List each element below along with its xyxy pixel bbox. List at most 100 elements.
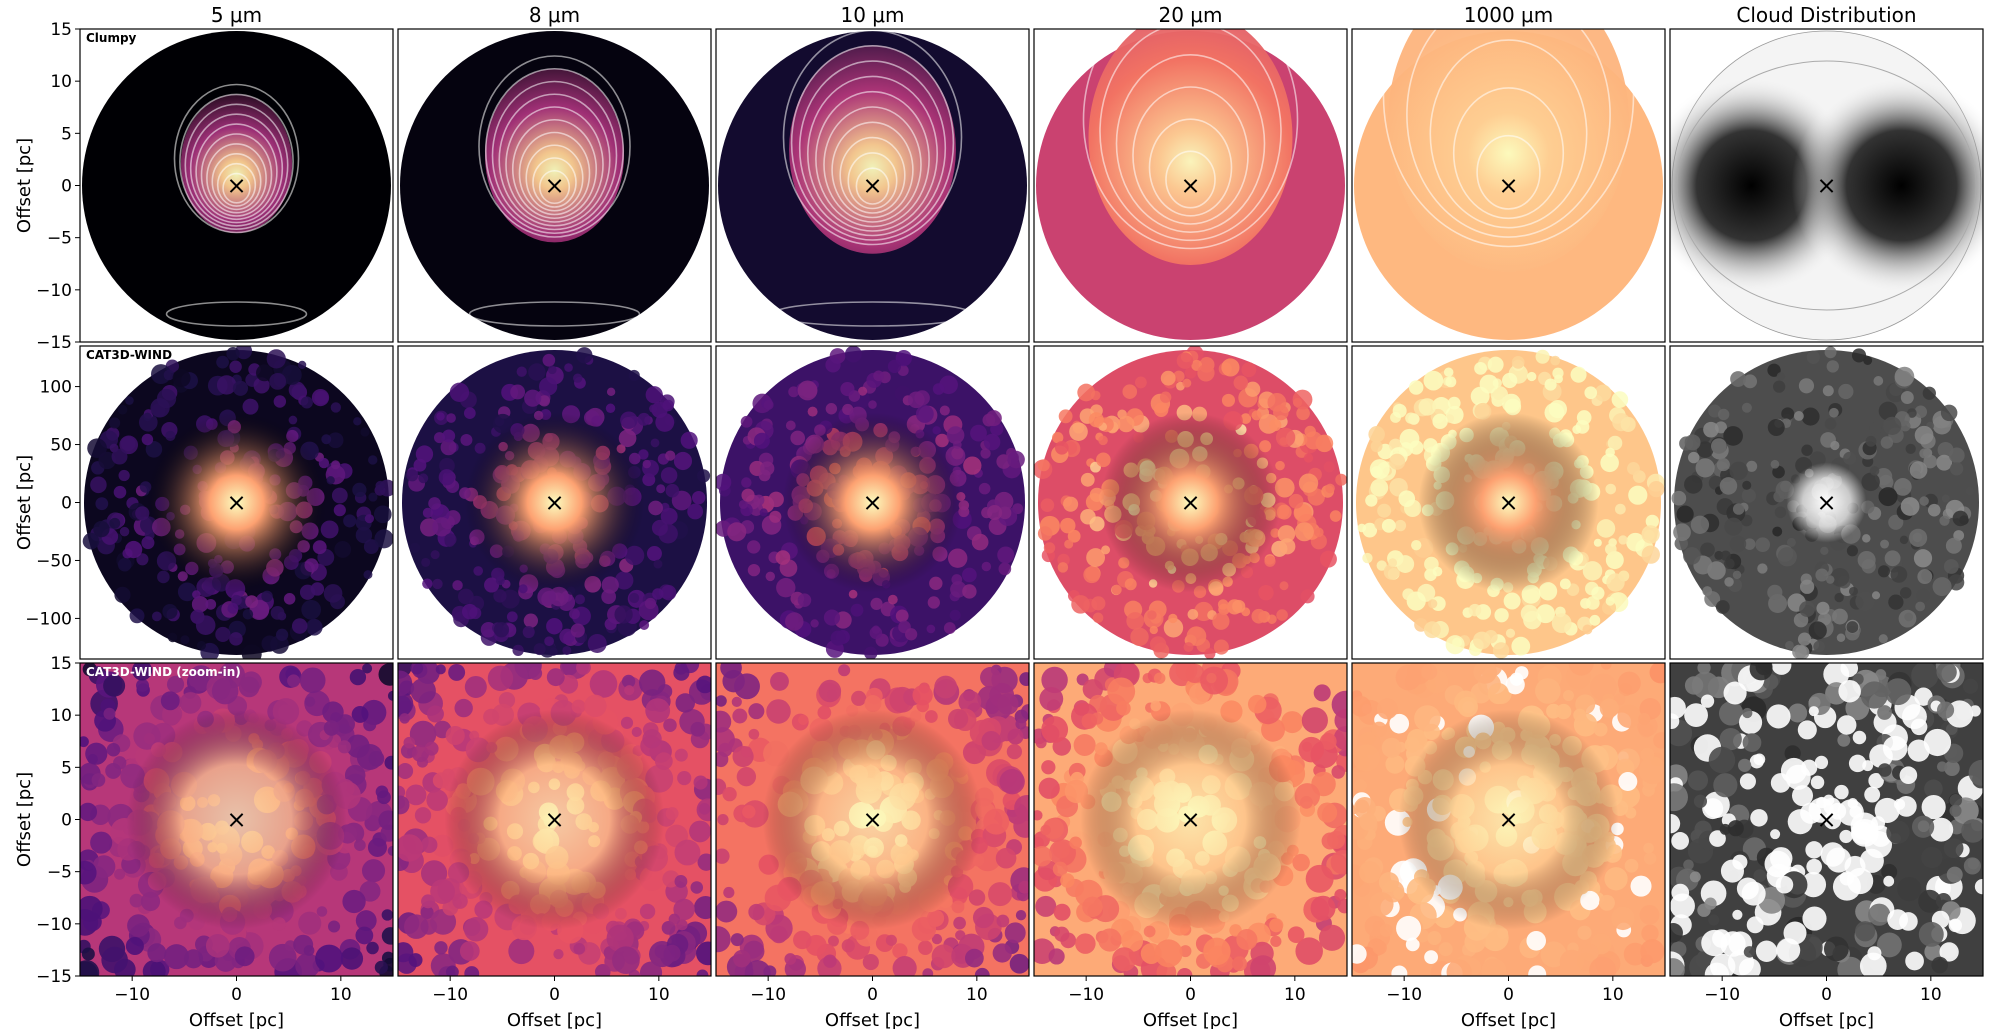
panel-clumpy-0-contour [189,113,284,224]
xtick-label: −10 [750,985,786,1005]
panel-clumpy-5: × [1669,28,1984,343]
panel-clumpy-3-contour [1132,86,1249,225]
xlabel: Offset [pc] [1461,1010,1556,1029]
panel-clumpy-1-contour [484,67,625,235]
xtick-label: −10 [1068,985,1104,1005]
panel-clumpy-0-contour [211,153,262,211]
column-title-5: Cloud Distribution [1736,3,1916,27]
panel-clumpy-0-contour [200,133,273,217]
panel-zoom-2: × [715,662,1030,977]
panel-clumpy-0-contour [179,93,294,231]
panel-clumpy-1-contour [538,169,571,205]
panel-zoom-4: × [1351,662,1666,977]
ytick-label: 10 [50,72,72,92]
panel-clumpy-2-contour [815,90,930,228]
ytick-label: −100 [25,609,72,629]
panel-clumpy-1: × [397,28,712,343]
panel-clumpy-3: × [1033,28,1348,343]
xtick-label: 10 [1920,985,1942,1005]
ytick-label: 50 [50,436,72,456]
ytick-label: −10 [36,281,72,301]
ytick-label: −5 [47,863,72,883]
ylabel: Offset [pc] [14,772,35,867]
panel-clumpy-3-contour [1115,54,1266,233]
panel-wind-0-center-marker: × [226,489,246,517]
panel-clumpy-2-contour [798,60,947,237]
panel-clumpy-2-contour [847,152,898,210]
xtick-label: 10 [330,985,352,1005]
panel-zoom-1-center-marker: × [544,806,564,834]
panel-clumpy-2-contour [831,121,914,219]
xtick-label: −10 [1704,985,1740,1005]
xtick-label: 10 [966,985,988,1005]
xlabel: Offset [pc] [825,1010,920,1029]
ytick-label: 0 [61,494,72,514]
panel-clumpy-0-contour [184,103,289,227]
panel-clumpy-2-contour [823,106,922,223]
panel-clumpy-3-frame [1033,28,1348,343]
panel-zoom-4-center-marker: × [1498,806,1518,834]
panel-clumpy-4: × [1351,28,1666,343]
panel-wind-2-center-marker: × [862,489,882,517]
ytick-label: 5 [61,124,72,144]
panel-wind-2-frame [715,345,1030,660]
xtick-label: −10 [1386,985,1422,1005]
panel-zoom-0: × [79,662,394,977]
panel-clumpy-3-contour [1082,29,1299,250]
ylabel: Offset [pc] [14,138,35,233]
panel-clumpy-0-contour [195,123,278,221]
xlabel: Offset [pc] [1779,1010,1874,1029]
panel-clumpy-0-contour [222,172,251,204]
panel-clumpy-4-frame [1351,28,1666,343]
panel-wind-1-center-marker: × [544,489,564,517]
panel-clumpy-0-contour [206,143,267,214]
panel-zoom-5-center-marker: × [1816,806,1836,834]
panel-grid: × × × × × × × × × × × × × × × × × × [79,28,1984,977]
panel-clumpy-4-contour [1429,39,1588,229]
panel-clumpy-1-contour [498,93,611,227]
ytick-label: 100 [40,378,72,398]
panel-clumpy-1-center-marker: × [544,172,564,200]
panel-wind-4: × [1351,345,1666,660]
xlabel: Offset [pc] [507,1010,602,1029]
panel-clumpy-3-contour [1148,118,1233,217]
xtick-label: −10 [432,985,468,1005]
panel-clumpy-4-center-marker: × [1498,172,1518,200]
panel-wind-5: × [1669,345,1984,660]
panel-wind-4-center-marker: × [1498,489,1518,517]
panel-zoom-0-center-marker: × [226,806,246,834]
panel-clumpy-0-contour [216,162,257,207]
column-title-3: 20 μm [1158,3,1222,27]
xtick-label: 10 [1602,985,1624,1005]
panel-wind-2: × [715,345,1030,660]
panel-wind-3-frame [1033,345,1348,660]
panel-clumpy-4-contour [1382,29,1635,248]
xtick-label: 0 [1821,985,1832,1005]
ytick-label: 5 [61,758,72,778]
panel-clumpy-2-contour [790,44,955,241]
panel-wind-3: × [1033,345,1348,660]
ytick-label: 0 [61,177,72,197]
panel-clumpy-2: × [715,28,1030,343]
panel-wind-3-center-marker: × [1180,489,1200,517]
panel-clumpy-2-contour [806,75,938,232]
panel-zoom-3: × [1033,662,1348,977]
xtick-label: 0 [1503,985,1514,1005]
column-title-1: 8 μm [529,3,580,27]
column-title-0: 5 μm [211,3,262,27]
panel-clumpy-2-center-marker: × [862,172,882,200]
panel-clumpy-1-contour [505,106,604,223]
panel-clumpy-2-contour [855,167,890,205]
ytick-label: −15 [36,967,72,987]
panel-clumpy-3-center-marker: × [1180,172,1200,200]
xlabel: Offset [pc] [189,1010,284,1029]
ytick-label: −10 [36,915,72,935]
ytick-label: 15 [50,20,72,40]
panel-wind-1-frame [397,345,712,660]
column-title-4: 1000 μm [1464,3,1553,27]
xtick-label: 0 [1185,985,1196,1005]
xtick-label: 0 [867,985,878,1005]
panel-zoom-1: × [397,662,712,977]
